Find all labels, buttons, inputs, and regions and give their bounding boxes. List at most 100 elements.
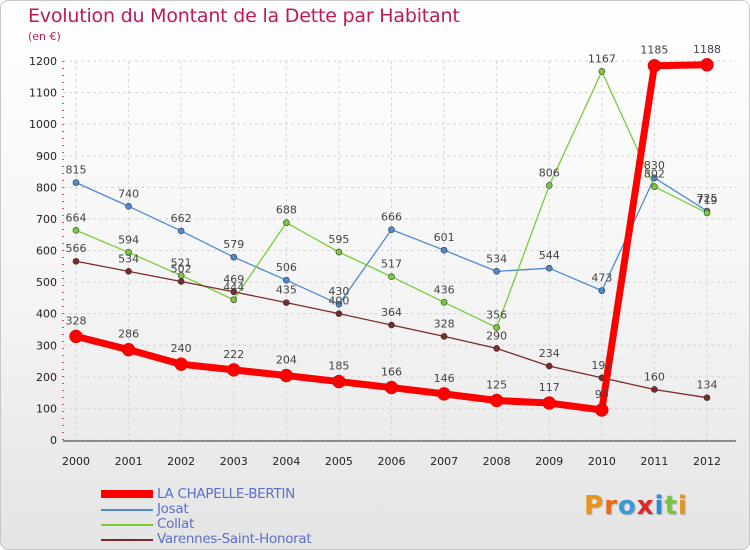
- logo-letter: o: [617, 491, 637, 521]
- unit-label: (en €): [28, 30, 61, 43]
- data-point: [493, 324, 500, 331]
- data-point: [335, 300, 343, 308]
- data-label: 566: [66, 242, 87, 255]
- y-tick-label: 0: [50, 434, 57, 447]
- data-point: [700, 58, 714, 72]
- data-point: [493, 345, 500, 352]
- data-point: [121, 342, 136, 357]
- data-label: 664: [66, 211, 87, 224]
- y-tick-label: 400: [36, 308, 57, 321]
- data-label: 725: [697, 192, 718, 205]
- legend-label: Collat: [157, 516, 194, 532]
- data-point: [283, 276, 290, 284]
- data-label: 125: [486, 379, 507, 392]
- data-label: 146: [434, 372, 455, 385]
- logo-letter: r: [604, 491, 618, 521]
- data-label: 534: [486, 252, 507, 265]
- data-point: [72, 226, 80, 234]
- data-point: [651, 386, 658, 393]
- x-tick-label: 2009: [535, 455, 563, 468]
- data-point: [125, 202, 132, 210]
- data-point: [177, 227, 185, 235]
- data-point: [279, 368, 294, 383]
- x-tick-label: 2000: [62, 455, 90, 468]
- data-label: 595: [328, 233, 349, 246]
- legend-label: Varennes-Saint-Honorat: [157, 531, 312, 547]
- data-label: 328: [434, 317, 455, 330]
- data-point: [598, 68, 606, 75]
- x-tick-label: 2002: [167, 455, 195, 468]
- x-tick-label: 2010: [588, 455, 616, 468]
- data-point: [440, 298, 448, 306]
- data-label: 502: [171, 262, 192, 275]
- series-layer: [69, 58, 714, 417]
- data-label: 740: [118, 187, 139, 200]
- data-point: [489, 393, 504, 408]
- data-label: 430: [328, 285, 349, 298]
- data-point: [545, 182, 553, 189]
- data-label: 806: [539, 166, 560, 179]
- data-label: 240: [171, 342, 192, 355]
- x-tick-label: 2004: [272, 455, 300, 468]
- data-point: [125, 249, 132, 256]
- data-label: 662: [171, 212, 192, 225]
- proxiti-logo: Proxiti: [584, 491, 688, 521]
- data-point: [545, 362, 553, 370]
- data-point: [69, 329, 83, 344]
- data-point: [388, 321, 395, 329]
- y-tick-label: 900: [36, 150, 57, 163]
- data-label: 134: [697, 379, 718, 392]
- data-label: 1167: [588, 52, 616, 65]
- x-tick-label: 2011: [640, 455, 668, 468]
- data-label: 328: [66, 314, 87, 327]
- data-point: [440, 333, 448, 340]
- data-label: 435: [276, 284, 297, 297]
- data-label: 830: [644, 159, 665, 172]
- data-label: 506: [276, 261, 297, 274]
- data-point: [647, 58, 662, 73]
- data-label: 534: [118, 252, 139, 265]
- series-josat: [72, 174, 711, 308]
- data-label: 1188: [693, 43, 721, 56]
- x-tick-label: 2007: [430, 455, 458, 468]
- y-tick-label: 1000: [29, 118, 57, 131]
- data-point: [174, 357, 188, 371]
- data-label: 473: [591, 272, 612, 285]
- data-point: [595, 403, 609, 417]
- data-label: 1185: [640, 44, 668, 57]
- logo-letter: P: [584, 491, 605, 521]
- data-point: [227, 363, 241, 377]
- x-tick-label: 2005: [325, 455, 353, 468]
- data-point: [283, 299, 290, 306]
- logo-letter: i: [677, 491, 688, 521]
- data-label: 166: [381, 366, 402, 379]
- x-tick-label: 2003: [220, 455, 248, 468]
- data-point: [651, 174, 658, 182]
- legend-swatch: [101, 509, 153, 511]
- data-label: 204: [276, 354, 297, 367]
- legend-swatch: [101, 539, 153, 541]
- y-tick-label: 500: [36, 276, 57, 289]
- data-point: [542, 396, 556, 410]
- series-varennes-saint-honorat: [72, 257, 711, 401]
- data-label: 444: [223, 281, 244, 294]
- data-label: 197: [591, 359, 612, 372]
- data-point: [72, 257, 80, 265]
- data-point: [703, 209, 711, 217]
- data-point: [388, 226, 395, 233]
- data-label: 222: [223, 348, 244, 361]
- data-label: 234: [539, 347, 560, 360]
- y-tick-label: 300: [36, 339, 57, 352]
- data-label: 286: [118, 328, 139, 341]
- data-label: 517: [381, 258, 402, 271]
- logo-letter: x: [636, 491, 655, 521]
- data-label: 117: [539, 381, 560, 394]
- data-label: 469: [223, 273, 244, 286]
- data-point: [230, 288, 238, 296]
- series-la-chapelle-bertin: [69, 58, 714, 417]
- y-tick-label: 600: [36, 245, 57, 258]
- data-point: [703, 394, 711, 401]
- data-label: 802: [644, 168, 665, 181]
